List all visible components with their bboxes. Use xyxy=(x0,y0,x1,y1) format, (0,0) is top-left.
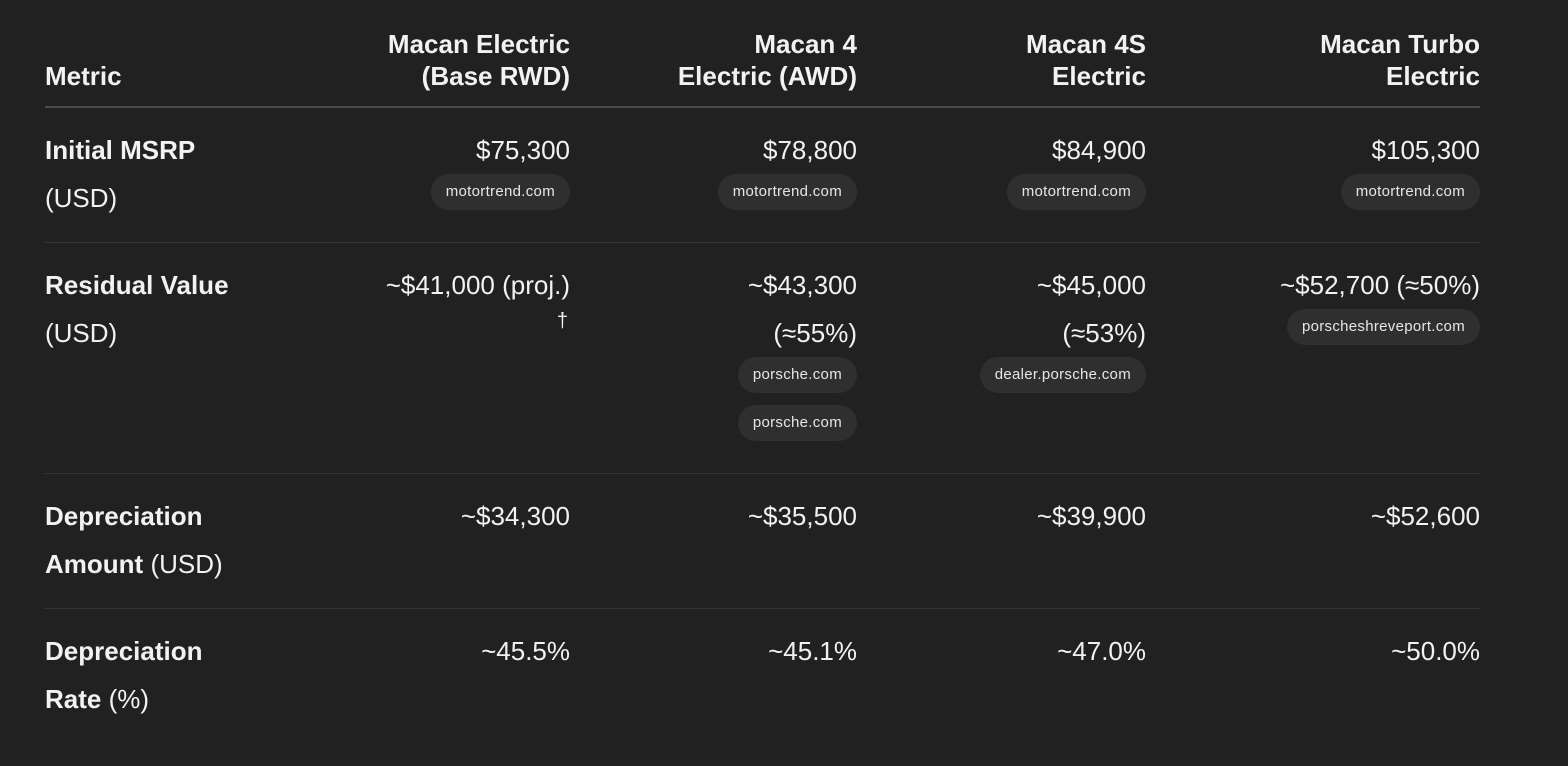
value-cell: ~47.0% xyxy=(857,609,1146,744)
value-cell: ~45.1% xyxy=(570,609,857,744)
source-chip[interactable]: porscheshreveport.com xyxy=(1286,309,1480,345)
value-cell: $78,800 motortrend.com xyxy=(570,107,857,243)
value: ~45.5% xyxy=(481,636,570,666)
table-row-depreciation-rate: Depreciation Rate (%) ~45.5% ~45.1% ~47.0… xyxy=(45,609,1480,744)
value: ~$43,300 xyxy=(747,270,857,300)
value: ~$52,600 xyxy=(1370,501,1480,531)
value-cell: ~$52,700 (≈50%) porscheshreveport.com xyxy=(1146,243,1480,474)
value: ~$39,900 xyxy=(1036,501,1146,531)
value: $105,300 xyxy=(1371,135,1480,165)
metric-cell: Depreciation Amount (USD) xyxy=(45,474,345,609)
metric-cell: Initial MSRP (USD) xyxy=(45,107,345,243)
value: $84,900 xyxy=(1052,135,1146,165)
value-cell: ~45.5% xyxy=(345,609,570,744)
value: $75,300 xyxy=(476,135,570,165)
header-line: Macan Electric xyxy=(387,29,570,59)
metric-cell: Residual Value (USD) xyxy=(45,243,345,474)
header-line: Electric xyxy=(1386,61,1480,91)
metric-label: Depreciation xyxy=(45,501,203,531)
value-cell: ~$35,500 xyxy=(570,474,857,609)
header-line: Electric (AWD) xyxy=(677,61,857,91)
value: ~$52,700 (≈50%) xyxy=(1279,270,1480,300)
metric-label: Residual Value xyxy=(45,270,229,300)
value-cell: $75,300 motortrend.com xyxy=(345,107,570,243)
source-chip[interactable]: motortrend.com xyxy=(1006,174,1146,210)
value: ~45.1% xyxy=(768,636,857,666)
value: ~47.0% xyxy=(1057,636,1146,666)
source-chip[interactable]: dealer.porsche.com xyxy=(979,357,1146,393)
source-chip[interactable]: porsche.com xyxy=(737,357,857,393)
metric-label: Rate xyxy=(45,684,102,714)
metric-unit: (USD) xyxy=(150,549,223,579)
header-macan-4-electric: Macan 4 Electric (AWD) xyxy=(570,28,857,107)
value-cell: $105,300 motortrend.com xyxy=(1146,107,1480,243)
value-cell: $84,900 motortrend.com xyxy=(857,107,1146,243)
dagger-footnote: † xyxy=(556,310,568,332)
metric-label: Amount xyxy=(45,549,144,579)
header-line: Macan Turbo xyxy=(1320,29,1480,59)
value: $78,800 xyxy=(763,135,857,165)
header-metric: Metric xyxy=(45,28,345,107)
value-cell: ~$43,300 (≈55%) porsche.com porsche.com xyxy=(570,243,857,474)
source-chip[interactable]: motortrend.com xyxy=(717,174,857,210)
value-cell: ~$52,600 xyxy=(1146,474,1480,609)
metric-label: Initial MSRP xyxy=(45,135,196,165)
source-chip[interactable]: motortrend.com xyxy=(430,174,570,210)
header-label: Metric xyxy=(45,61,122,91)
source-chip[interactable]: motortrend.com xyxy=(1340,174,1480,210)
table-row-depreciation-amount: Depreciation Amount (USD) ~$34,300 ~$35,5… xyxy=(45,474,1480,609)
header-macan-4s-electric: Macan 4S Electric xyxy=(857,28,1146,107)
value-cell: ~$41,000 (proj.) † xyxy=(345,243,570,474)
metric-unit: (USD) xyxy=(45,183,118,213)
value-percent: (≈55%) xyxy=(773,318,857,348)
header-line: Macan 4 xyxy=(754,29,857,59)
value-cell: ~50.0% xyxy=(1146,609,1480,744)
value-cell: ~$34,300 xyxy=(345,474,570,609)
value-percent: (≈53%) xyxy=(1062,318,1146,348)
header-line: Macan 4S xyxy=(1026,29,1146,59)
value: ~$34,300 xyxy=(460,501,570,531)
value: ~$41,000 (proj.) xyxy=(385,270,570,300)
header-line: Electric xyxy=(1052,61,1146,91)
value-cell: ~$39,900 xyxy=(857,474,1146,609)
header-line: (Base RWD) xyxy=(421,61,570,91)
header-macan-electric: Macan Electric (Base RWD) xyxy=(345,28,570,107)
value: ~$35,500 xyxy=(747,501,857,531)
metric-label: Depreciation xyxy=(45,636,203,666)
metric-unit: (USD) xyxy=(45,318,118,348)
metric-unit: (%) xyxy=(108,684,150,714)
header-macan-turbo-electric: Macan Turbo Electric xyxy=(1146,28,1480,107)
value: ~50.0% xyxy=(1391,636,1480,666)
table-row-initial-msrp: Initial MSRP (USD) $75,300 motortrend.com … xyxy=(45,107,1480,243)
metric-cell: Depreciation Rate (%) xyxy=(45,609,345,744)
value-cell: ~$45,000 (≈53%) dealer.porsche.com xyxy=(857,243,1146,474)
source-chip[interactable]: porsche.com xyxy=(737,405,857,441)
value: ~$45,000 xyxy=(1036,270,1146,300)
table-row-residual-value: Residual Value (USD) ~$41,000 (proj.) † ~$… xyxy=(45,243,1480,474)
